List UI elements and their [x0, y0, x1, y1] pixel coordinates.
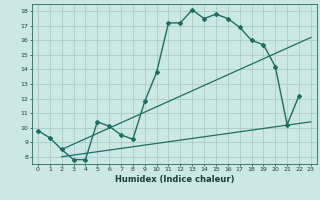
X-axis label: Humidex (Indice chaleur): Humidex (Indice chaleur): [115, 175, 234, 184]
